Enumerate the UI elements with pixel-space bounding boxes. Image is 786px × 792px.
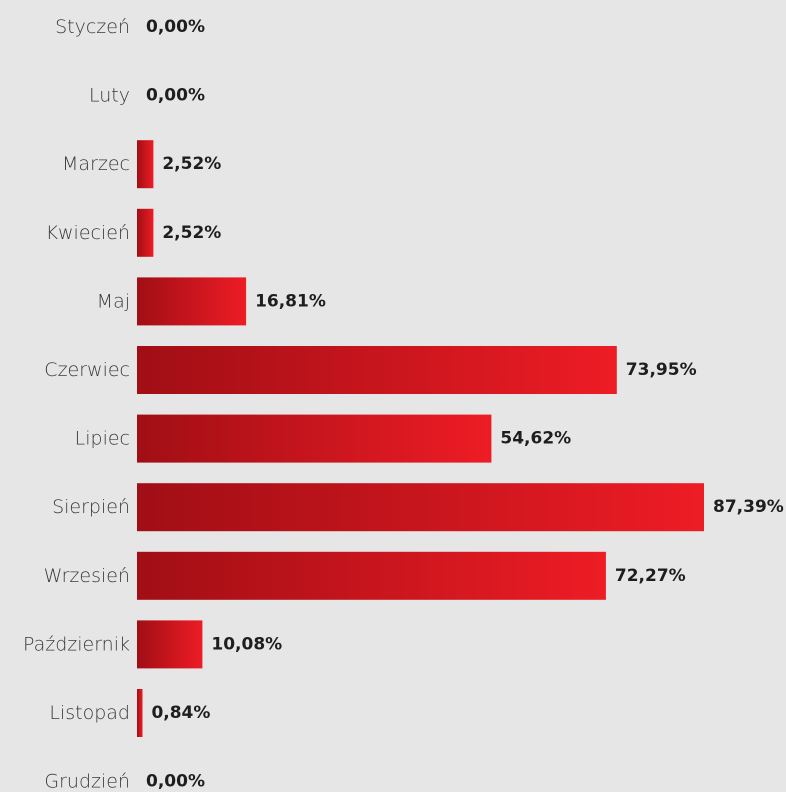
labels-layer: Styczeń 0,00% Luty 0,00% Marzec 2,52% Kwiecień… [23,16,784,792]
value-label: 2,52% [162,154,221,174]
value-label: 10,08% [211,634,282,654]
bar-Lipiec [137,414,492,463]
value-label: 2,52% [162,223,221,243]
category-label: Sierpień [52,496,130,518]
value-label: 0,00% [146,86,205,106]
value-label: 73,95% [626,360,697,380]
category-label: Grudzień [44,771,130,792]
bar-Maj [137,277,247,326]
category-label: Wrzesień [44,565,130,587]
category-label: Maj [97,290,130,312]
category-label: Luty [89,85,130,107]
category-label: Czerwiec [44,359,130,381]
category-label: Kwiecień [46,222,130,244]
bar-Marzec [137,140,154,189]
category-label: Marzec [62,153,130,175]
value-label: 16,81% [255,291,326,311]
category-label: Listopad [49,702,130,724]
bar-Kwiecień [137,208,154,257]
category-label: Październik [23,633,130,655]
value-label: 0,00% [146,17,205,37]
bars-layer [137,140,704,737]
value-label: 0,00% [146,772,205,792]
bar-Wrzesień [137,551,606,600]
category-label: Lipiec [75,428,130,450]
bar-Sierpień [137,483,704,532]
value-label: 87,39% [713,497,784,517]
value-label: 54,62% [500,429,571,449]
bar-Czerwiec [137,346,617,394]
bar-Listopad [137,689,143,737]
value-label: 72,27% [615,566,686,586]
category-label: Styczeń [55,16,130,38]
bar-Październik [137,620,203,669]
value-label: 0,84% [151,703,210,723]
